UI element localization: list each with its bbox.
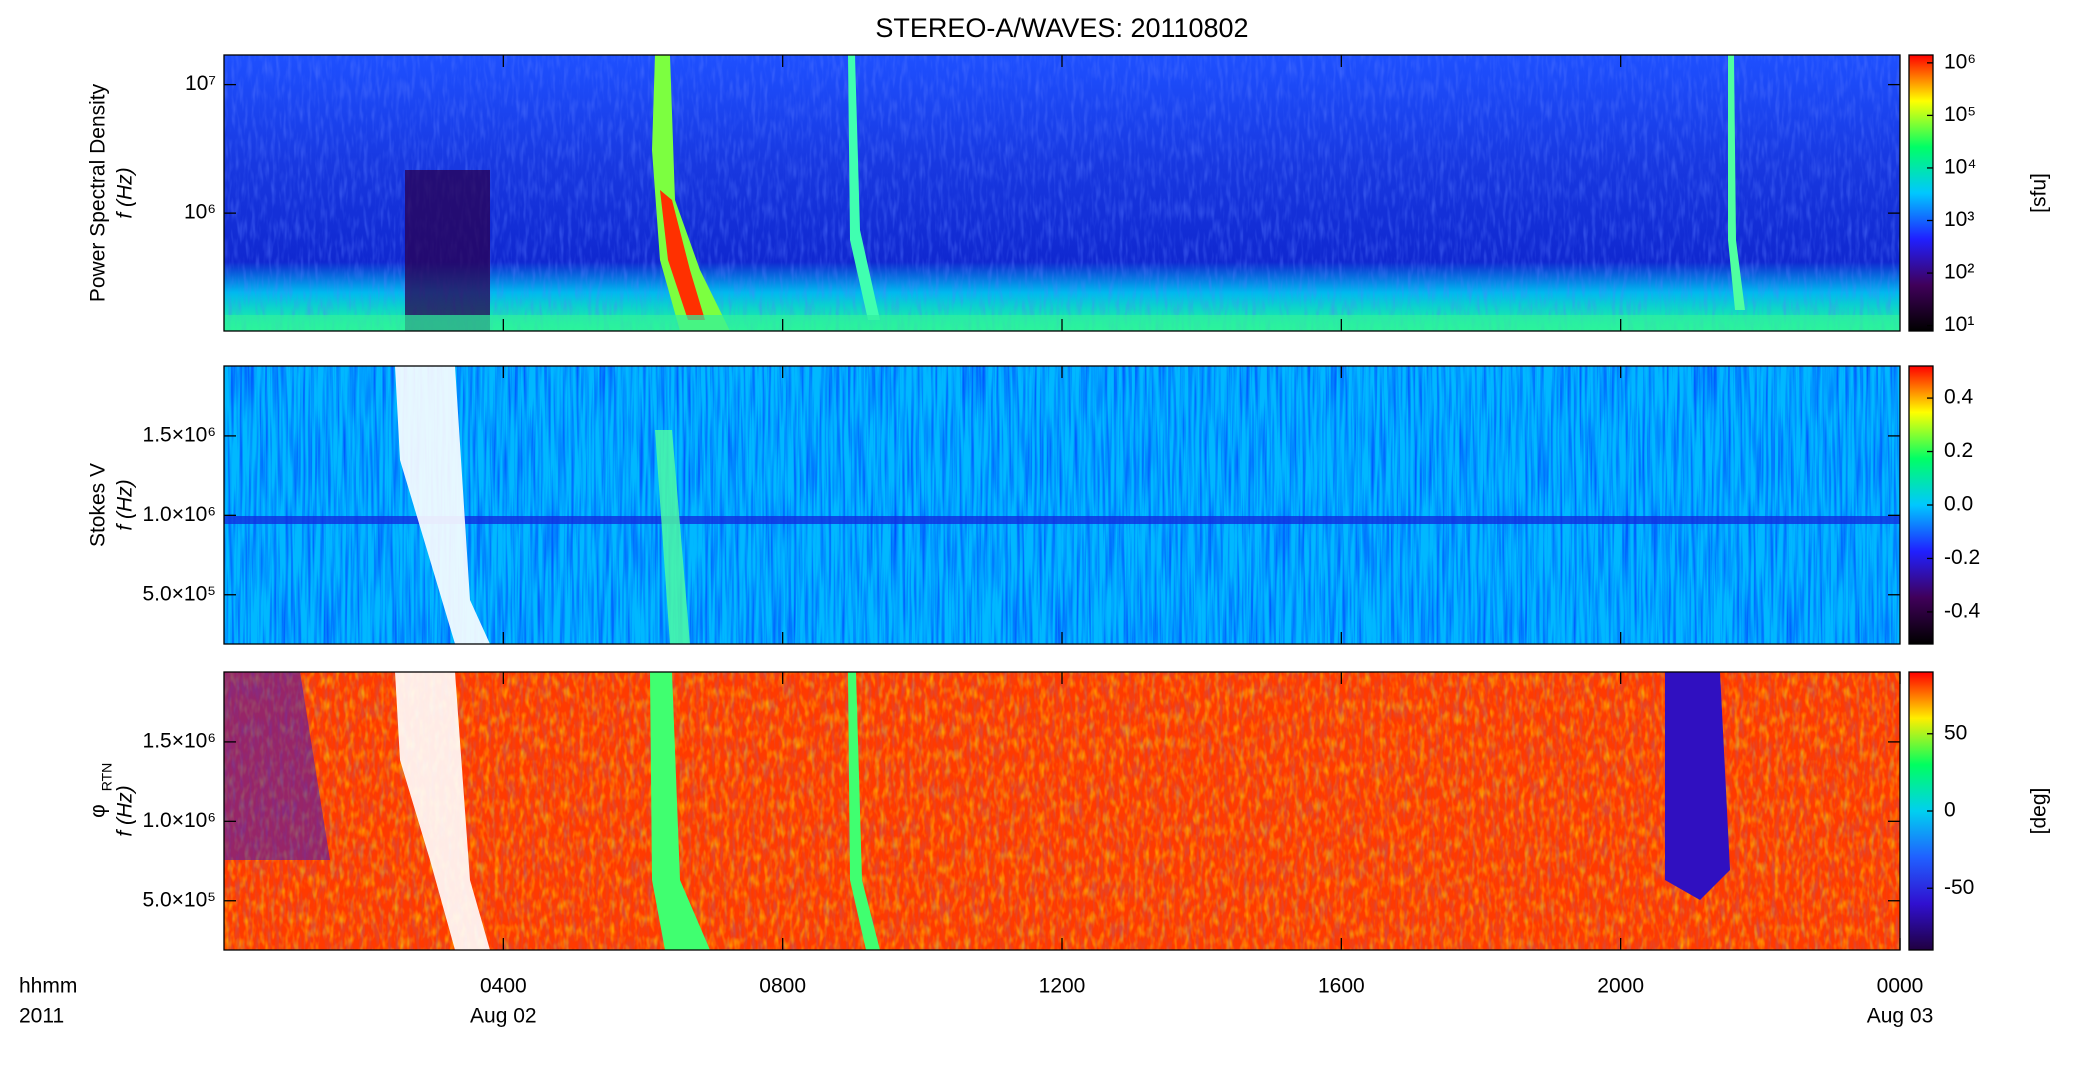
y-tick-label: 5.0×10⁵	[142, 888, 216, 911]
y-tick-label: 1.5×10⁶	[143, 729, 216, 752]
colorbar-tick-label: 0.2	[1944, 439, 1973, 462]
colorbar-tick-label: 10³	[1944, 208, 1974, 231]
colorbar-label: [sfu]	[2028, 173, 2051, 213]
colorbar-tick-label: 10⁴	[1944, 156, 1976, 179]
colorbar-tick-label: 10⁶	[1944, 50, 1976, 73]
chart-title: STEREO-A/WAVES: 20110802	[875, 13, 1248, 43]
panel-3-image	[224, 672, 1900, 950]
colorbar-tick-label: 0.4	[1944, 386, 1974, 409]
y-axis-label: Stokes V	[87, 463, 110, 547]
y-tick-label: 1.5×10⁶	[143, 423, 216, 446]
colorbar-tick-label: -0.2	[1944, 546, 1980, 569]
y-tick-label: 10⁷	[185, 72, 216, 95]
x-tick-label: 0000	[1877, 975, 1924, 998]
x-tick-label: 1200	[1039, 975, 1086, 998]
y-axis-label: φ	[87, 804, 110, 818]
colorbar	[1908, 54, 1934, 332]
colorbar-tick-label: -50	[1944, 876, 1974, 899]
x-tick-label: 2000	[1597, 975, 1644, 998]
colorbar-tick-label: 10¹	[1944, 313, 1974, 336]
y-tick-label: 5.0×10⁵	[142, 582, 216, 605]
x-tick-label: 0400	[480, 975, 527, 998]
y-axis-label: f (Hz)	[114, 479, 137, 530]
y-tick-label: 10⁶	[184, 201, 216, 224]
panel-2-image	[224, 366, 1900, 644]
date-label: Aug 02	[470, 1005, 537, 1028]
colorbar-label: [deg]	[2028, 788, 2051, 835]
y-axis-label: Power Spectral Density	[87, 83, 110, 302]
colorbar-tick-label: 10⁵	[1944, 103, 1976, 126]
year-label: 2011	[19, 1005, 64, 1028]
y-tick-label: 1.0×10⁶	[143, 809, 216, 832]
x-tick-label: 0800	[759, 975, 806, 998]
colorbar-tick-label: 50	[1944, 721, 1967, 744]
x-unit-label: hhmm	[19, 975, 77, 998]
colorbar-tick-label: 10²	[1944, 261, 1974, 284]
colorbar-tick-label: -0.4	[1944, 599, 1981, 622]
y-axis-label: f (Hz)	[114, 167, 137, 218]
colorbar-tick-label: 0	[1944, 799, 1956, 822]
x-tick-label: 1600	[1318, 975, 1365, 998]
panel-1-image	[224, 55, 1900, 331]
y-tick-label: 1.0×10⁶	[143, 503, 216, 526]
y-axis-label: f (Hz)	[114, 785, 137, 836]
colorbar-tick-label: 0.0	[1944, 493, 1973, 516]
date-label: Aug 03	[1867, 1005, 1934, 1028]
y-axis-label-sub: RTN	[99, 763, 115, 792]
